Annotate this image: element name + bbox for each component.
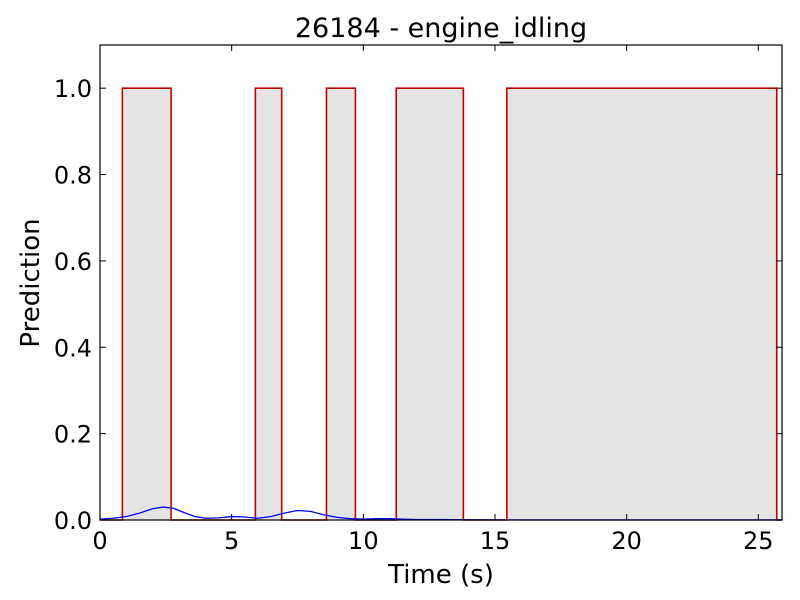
y-tick-label: 0.6 <box>54 248 92 276</box>
y-axis-label: Prediction <box>16 218 46 347</box>
x-tick-label: 10 <box>348 527 379 555</box>
y-axis-ticks: 0.0 0.2 0.4 0.6 0.8 1.0 <box>54 75 782 535</box>
chart-title: 26184 - engine_idling <box>295 13 587 44</box>
y-tick-label: 0.4 <box>54 334 92 362</box>
x-tick-label: 0 <box>92 527 107 555</box>
plot-frame <box>99 44 783 521</box>
ground-truth-fill-3 <box>396 88 464 520</box>
x-tick-label: 20 <box>611 527 642 555</box>
y-tick-label: 0.8 <box>54 162 92 190</box>
x-tick-label: 5 <box>224 527 239 555</box>
x-tick-label: 15 <box>480 527 511 555</box>
ground-truth-fill-4 <box>506 88 777 520</box>
x-axis-ticks: 0 5 10 15 20 25 <box>92 45 774 555</box>
ground-truth-fill-0 <box>122 88 172 520</box>
y-tick-label: 1.0 <box>54 75 92 103</box>
y-tick-label: 0.2 <box>54 421 92 449</box>
ground-truth-line <box>100 87 782 521</box>
ground-truth-fills <box>122 88 777 520</box>
x-axis-label: Time (s) <box>387 560 494 590</box>
x-tick-label: 25 <box>743 527 774 555</box>
ground-truth-fill-2 <box>326 88 356 520</box>
ground-truth-fill-1 <box>255 88 282 520</box>
y-tick-label: 0.0 <box>54 507 92 535</box>
